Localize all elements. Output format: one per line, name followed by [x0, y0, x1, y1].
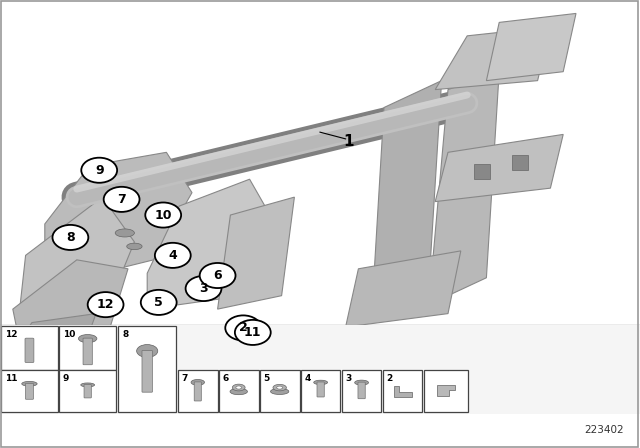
Polygon shape	[147, 179, 275, 309]
Polygon shape	[435, 134, 563, 202]
Bar	[424, 370, 468, 412]
Text: 4: 4	[168, 249, 177, 262]
Text: 9: 9	[63, 374, 69, 383]
FancyBboxPatch shape	[317, 382, 324, 397]
Bar	[512, 155, 528, 170]
Text: 6: 6	[223, 374, 229, 383]
Bar	[59, 370, 116, 412]
Polygon shape	[346, 251, 461, 327]
Text: 3: 3	[346, 374, 352, 383]
Ellipse shape	[355, 380, 369, 385]
Polygon shape	[19, 314, 96, 340]
Ellipse shape	[236, 386, 241, 389]
Polygon shape	[394, 386, 412, 397]
Text: 11: 11	[244, 326, 262, 339]
Text: 223402: 223402	[584, 425, 624, 435]
Ellipse shape	[314, 380, 328, 385]
Polygon shape	[486, 13, 576, 81]
Circle shape	[186, 276, 221, 301]
Text: 8: 8	[122, 330, 129, 339]
Circle shape	[145, 202, 181, 228]
Bar	[178, 370, 218, 412]
Polygon shape	[19, 197, 134, 314]
Bar	[1, 370, 58, 412]
Text: 5: 5	[264, 374, 270, 383]
Circle shape	[81, 158, 117, 183]
Bar	[0, 325, 640, 414]
FancyBboxPatch shape	[142, 350, 152, 392]
Circle shape	[141, 290, 177, 315]
FancyBboxPatch shape	[26, 383, 33, 399]
Polygon shape	[429, 72, 499, 305]
Ellipse shape	[230, 388, 248, 395]
FancyBboxPatch shape	[83, 338, 92, 365]
Bar	[474, 164, 490, 179]
Bar	[301, 370, 340, 412]
Circle shape	[155, 243, 191, 268]
Ellipse shape	[127, 243, 142, 250]
Text: 2: 2	[239, 321, 248, 335]
FancyBboxPatch shape	[194, 382, 202, 401]
Ellipse shape	[79, 335, 97, 343]
Ellipse shape	[271, 388, 289, 395]
Ellipse shape	[232, 384, 245, 391]
Circle shape	[235, 320, 271, 345]
Ellipse shape	[276, 386, 283, 389]
Text: 1: 1	[344, 134, 354, 149]
Circle shape	[104, 187, 140, 212]
Text: 3: 3	[199, 282, 208, 295]
Polygon shape	[438, 385, 454, 396]
Bar	[383, 370, 422, 412]
Text: 5: 5	[154, 296, 163, 309]
Ellipse shape	[81, 383, 95, 387]
Text: 12: 12	[5, 330, 18, 339]
Text: 12: 12	[97, 298, 115, 311]
Circle shape	[200, 263, 236, 288]
Bar	[260, 370, 300, 412]
Bar	[342, 370, 381, 412]
Text: 2: 2	[387, 374, 393, 383]
Circle shape	[52, 225, 88, 250]
Ellipse shape	[115, 229, 134, 237]
Ellipse shape	[22, 381, 37, 386]
Polygon shape	[218, 197, 294, 309]
FancyBboxPatch shape	[84, 384, 92, 398]
Text: 10: 10	[63, 330, 75, 339]
Text: 11: 11	[5, 374, 18, 383]
Circle shape	[88, 292, 124, 317]
FancyBboxPatch shape	[358, 382, 365, 399]
Text: 7: 7	[117, 193, 126, 206]
Polygon shape	[435, 27, 550, 90]
Text: 8: 8	[66, 231, 75, 244]
Text: 7: 7	[182, 374, 188, 383]
Ellipse shape	[273, 384, 287, 391]
Bar	[219, 370, 259, 412]
Bar	[1, 326, 58, 370]
Text: 10: 10	[154, 208, 172, 222]
Text: 4: 4	[305, 374, 311, 383]
Text: 6: 6	[213, 269, 222, 282]
Text: 9: 9	[95, 164, 104, 177]
Bar	[118, 326, 176, 412]
Circle shape	[225, 315, 261, 340]
Ellipse shape	[191, 379, 205, 385]
Polygon shape	[45, 152, 192, 287]
Polygon shape	[371, 81, 442, 323]
Polygon shape	[13, 260, 128, 340]
FancyBboxPatch shape	[25, 338, 34, 362]
Ellipse shape	[137, 345, 158, 358]
Bar	[59, 326, 116, 370]
